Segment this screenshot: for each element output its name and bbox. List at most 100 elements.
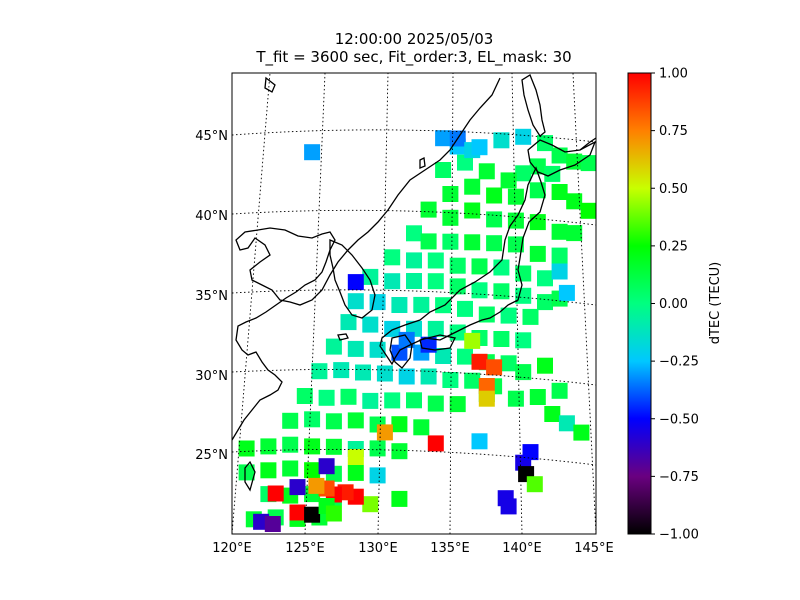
dtec-cell [515,265,532,282]
dtec-cell [537,294,553,311]
dtec-cell [457,348,473,365]
dtec-cell [304,144,321,161]
colorbar-tick-label: 0.00 [659,297,688,312]
dtec-cell [507,188,524,205]
colorbar-tick-label: −1.00 [659,528,699,543]
dtec-cell [325,338,342,355]
dtec-cell [529,158,546,175]
dtec-cell [566,153,583,170]
colorbar-tick-label: 0.75 [659,124,688,139]
dtec-cell [442,233,459,250]
dtec-cell [427,320,444,337]
dtec-cell [318,458,335,475]
dtec-cell [464,372,481,389]
dtec-cell [435,162,452,178]
colorbar-tick-label: 0.25 [659,239,688,254]
dtec-cell [486,187,503,204]
colorbar [627,72,652,535]
lon-tick-140: 140°E [502,541,542,556]
meridian-145 [572,73,596,534]
dtec-cell [384,273,401,290]
dtec-cell [362,268,379,285]
dtec-cell [355,364,371,381]
colorbar-label: dTEC (TECU) [708,262,723,345]
dtec-cell [478,163,495,180]
dtec-cell [515,128,532,145]
dtec-cell [515,332,532,349]
meridian-120 [232,73,271,534]
lon-tick-120: 120°E [212,541,252,556]
dtec-cell [369,467,386,484]
dtec-cell [464,202,481,219]
dtec-cell [449,324,466,341]
meridian-130 [377,73,389,534]
dtec-cell [347,449,364,465]
dtec-cell [551,223,568,240]
dtec-cell [507,390,524,407]
lat-tick-45: 45°N [195,129,228,144]
dtec-cell [406,273,422,289]
meridian-125 [304,73,326,534]
dtec-cell [529,389,546,405]
dtec-cell [384,392,401,409]
dtec-cell [427,435,444,452]
dtec-cell [486,211,503,228]
dtec-cell [384,249,401,266]
dtec-cell [442,186,459,202]
parallel-35 [232,289,596,306]
coastline-sakhalin [521,74,546,137]
dtec-cell [413,419,430,436]
dtec-cell [442,372,459,388]
parallel-25 [232,448,596,466]
lon-tick-130: 130°E [358,541,398,556]
dtec-cell [493,259,510,276]
dtec-cell [391,416,408,433]
dtec-cell [449,257,466,274]
dtec-cell [369,440,386,457]
parallel-40 [232,209,596,226]
dtec-cell [442,209,459,226]
map-frame [231,72,597,535]
dtec-cell [537,135,553,152]
coastline-taiwan [244,460,256,492]
dtec-cell [464,178,481,195]
dtec-cell [376,365,393,382]
dtec-cell [340,388,357,405]
colorbar-tick-label: −0.75 [659,470,699,485]
dtec-cell [580,155,596,172]
colorbar-tick-label: −0.25 [659,355,699,370]
coastline-shikoku [419,334,456,351]
dtec-cell [304,462,321,479]
coastline-honshu [379,166,546,366]
dtec-cell [558,415,575,432]
dtec-cell [406,252,422,269]
dtec-cell [260,462,277,479]
lat-tick-labels: 25°N 30°N 35°N 40°N 45°N [195,129,228,463]
dtec-cell [333,362,350,379]
lat-tick-35: 35°N [195,289,228,304]
dtec-cell [566,193,583,210]
dtec-cell [347,274,364,291]
dtec-cell [551,382,568,399]
dtec-cell [376,424,393,441]
lon-tick-labels: 120°E 125°E 130°E 135°E 140°E 145°E [212,541,614,556]
dtec-cell [325,413,342,430]
coastline-kunashir [419,157,426,169]
dtec-cell [537,357,553,374]
dtec-cell [420,368,437,385]
dtec-cell [537,270,553,287]
lat-tick-30: 30°N [195,369,228,384]
dtec-cell [318,389,335,406]
dtec-cell [391,297,408,313]
dtec-cell [304,506,321,523]
dtec-cell [522,308,539,325]
dtec-cell [522,444,539,461]
dtec-cell [420,233,437,250]
dtec-cell [427,252,444,269]
coastline-far-east [264,76,276,93]
dtec-cell [362,392,379,409]
dtec-cell [478,390,495,407]
dtec-cell [347,293,364,310]
dtec-cell [260,438,277,455]
